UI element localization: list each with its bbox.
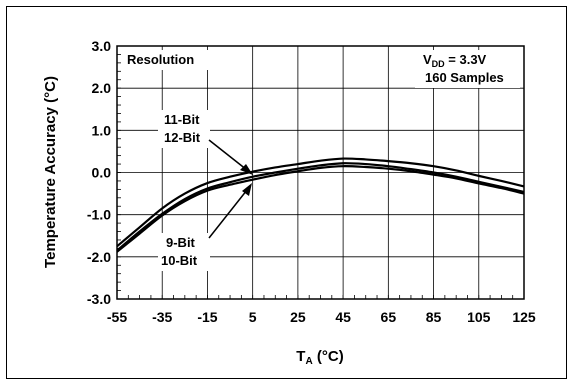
y-tick-label: 3.0	[92, 38, 112, 54]
annotation-12-bit: 12-Bit	[164, 130, 201, 145]
y-tick-label: 1.0	[92, 122, 112, 138]
x-axis-label: TA (°C)	[296, 348, 343, 367]
x-tick-label: -55	[107, 309, 127, 325]
x-tick-label: -15	[197, 309, 217, 325]
plot-area-border	[116, 45, 525, 300]
annotation-11-bit: 11-Bit	[164, 112, 200, 127]
resolution-label: Resolution	[127, 52, 194, 67]
lower-annotation-arrow	[208, 189, 248, 239]
samples-label: 160 Samples	[425, 70, 504, 85]
y-tick-labels: 3.0 2.0 1.0 0.0 -1.0 -2.0 -3.0	[87, 38, 111, 307]
annotation-10-bit: 10-Bit	[161, 253, 198, 268]
upper-annotation-box	[158, 110, 210, 148]
upper-arrowhead	[240, 164, 253, 175]
resolution-label-box	[121, 50, 209, 70]
series-line-2	[116, 162, 525, 252]
x-tick-label: 125	[512, 309, 536, 325]
y-tick-label: -3.0	[87, 291, 111, 307]
upper-annotation-arrow	[208, 139, 248, 171]
series-group	[116, 157, 525, 253]
y-tick-label: 2.0	[92, 80, 112, 96]
series-line-3	[116, 165, 525, 253]
x-tick-label: -35	[152, 309, 172, 325]
x-tick-label: 65	[381, 309, 397, 325]
x-tick-label: 25	[290, 309, 306, 325]
series-line-1	[116, 157, 525, 248]
y-axis-label: Temperature Accuracy (°C)	[42, 76, 59, 268]
vdd-label: VDD = 3.3V	[423, 52, 487, 69]
x-tick-label: 105	[467, 309, 491, 325]
lower-annotation-box	[158, 233, 210, 271]
y-tick-label: 0.0	[92, 165, 112, 181]
annotation-9-bit: 9-Bit	[166, 235, 196, 250]
x-tick-label: 85	[426, 309, 442, 325]
x-tick-label: 45	[335, 309, 351, 325]
conditions-box	[415, 50, 520, 88]
x-tick-label: 5	[249, 309, 257, 325]
y-tick-label: -1.0	[87, 207, 111, 223]
lower-arrowhead	[242, 183, 252, 196]
x-tick-labels: -55 -35 -15 5 25 45 65 85 105 125	[107, 309, 536, 325]
y-tick-label: -2.0	[87, 249, 111, 265]
